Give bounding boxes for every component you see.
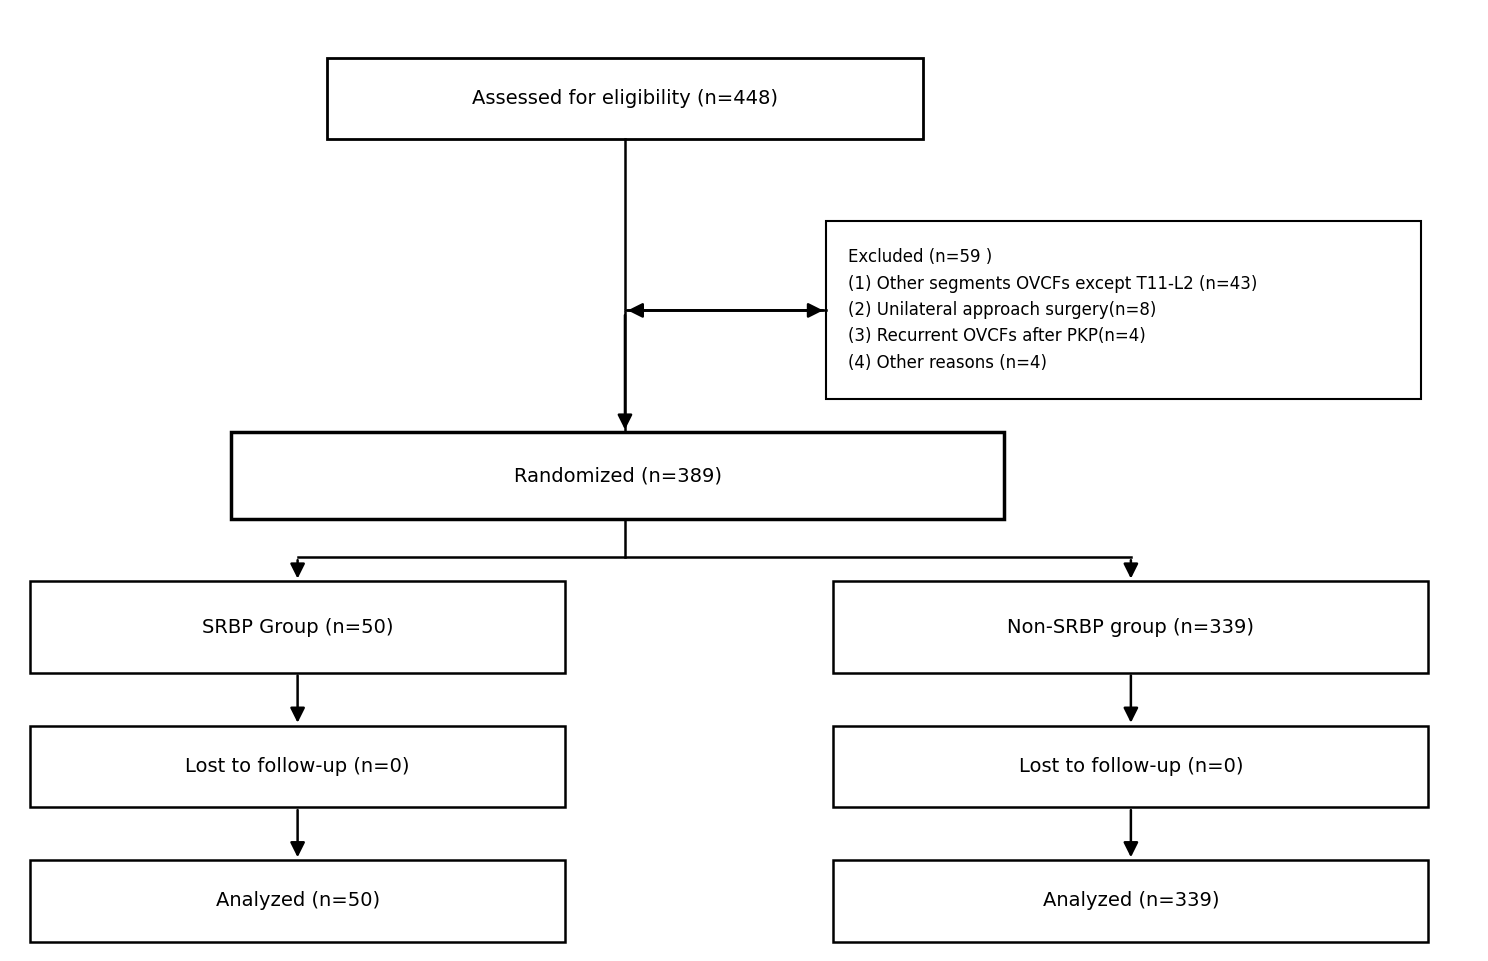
FancyBboxPatch shape [833, 581, 1428, 673]
Text: Non-SRBP group (n=339): Non-SRBP group (n=339) [1007, 618, 1254, 636]
Text: Lost to follow-up (n=0): Lost to follow-up (n=0) [186, 757, 409, 776]
FancyBboxPatch shape [30, 581, 565, 673]
FancyBboxPatch shape [231, 432, 1004, 519]
Text: Assessed for eligibility (n=448): Assessed for eligibility (n=448) [472, 89, 778, 108]
FancyBboxPatch shape [30, 726, 565, 807]
Text: Excluded (n=59 )
(1) Other segments OVCFs except T11-L2 (n=43)
(2) Unilateral ap: Excluded (n=59 ) (1) Other segments OVCF… [848, 248, 1257, 372]
FancyBboxPatch shape [30, 860, 565, 942]
Text: Analyzed (n=339): Analyzed (n=339) [1043, 892, 1219, 910]
FancyBboxPatch shape [833, 860, 1428, 942]
FancyBboxPatch shape [833, 726, 1428, 807]
Text: SRBP Group (n=50): SRBP Group (n=50) [202, 618, 393, 636]
FancyBboxPatch shape [327, 58, 923, 139]
FancyBboxPatch shape [826, 221, 1421, 399]
Text: Analyzed (n=50): Analyzed (n=50) [216, 892, 379, 910]
Text: Lost to follow-up (n=0): Lost to follow-up (n=0) [1019, 757, 1242, 776]
Text: Randomized (n=389): Randomized (n=389) [513, 466, 722, 485]
